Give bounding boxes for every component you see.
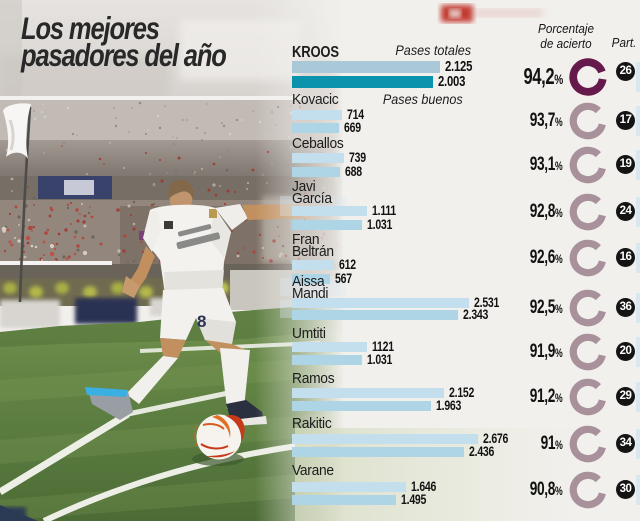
svg-text:8: 8 bbox=[197, 312, 206, 331]
